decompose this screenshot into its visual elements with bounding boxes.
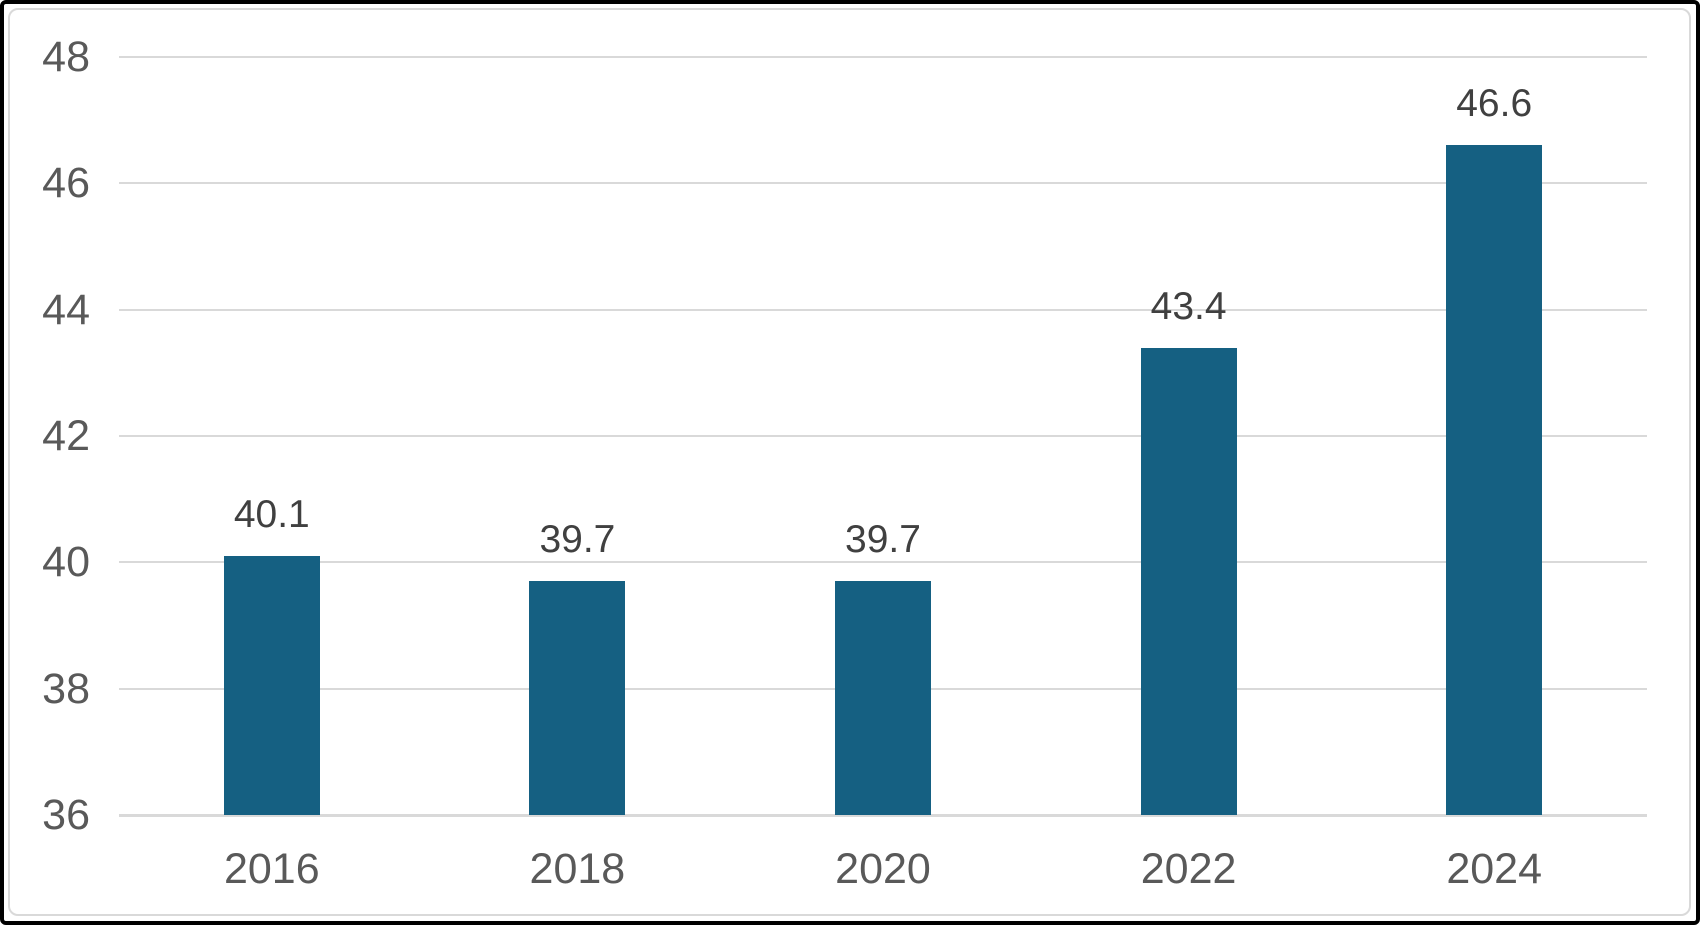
chart-frame: 36 38 40 42 44 46 48 40.1 2016 39.7 2018 39.7 2020 43… <box>8 8 1691 916</box>
x-axis-category-label: 2022 <box>1140 845 1237 893</box>
y-axis-tick-label: 36 <box>42 791 90 839</box>
x-axis-category-label: 2024 <box>1446 845 1543 893</box>
plot-area: 36 38 40 42 44 46 48 40.1 2016 39.7 2018 39.7 2020 43… <box>10 10 1689 914</box>
bar-2024 <box>1446 145 1543 815</box>
gridline <box>119 561 1647 564</box>
y-axis-tick-label: 46 <box>42 159 90 208</box>
x-axis-category-label: 2020 <box>835 845 931 893</box>
gridline <box>119 56 1647 58</box>
x-axis-line <box>119 814 1647 817</box>
y-axis-tick-label: 48 <box>42 33 90 81</box>
gridline <box>119 182 1647 185</box>
y-axis-tick-label: 40 <box>42 538 90 587</box>
x-axis-category-label: 2016 <box>223 845 320 893</box>
data-label-2016: 40.1 <box>233 493 310 537</box>
data-label-2018: 39.7 <box>539 518 616 562</box>
bar-2022 <box>1140 347 1237 815</box>
bar-2020 <box>835 581 931 815</box>
gridline <box>119 308 1647 311</box>
gridline <box>119 435 1647 437</box>
data-label-2024: 46.6 <box>1456 82 1533 126</box>
data-label-2020: 39.7 <box>845 518 921 562</box>
y-axis-tick-label: 44 <box>42 285 90 334</box>
y-axis-tick-label: 42 <box>42 412 90 460</box>
y-axis-tick-label: 38 <box>42 664 90 713</box>
data-label-2022: 43.4 <box>1150 284 1227 328</box>
bar-2018 <box>529 581 626 815</box>
x-axis-category-label: 2018 <box>529 845 626 893</box>
bar-2016 <box>223 556 320 815</box>
